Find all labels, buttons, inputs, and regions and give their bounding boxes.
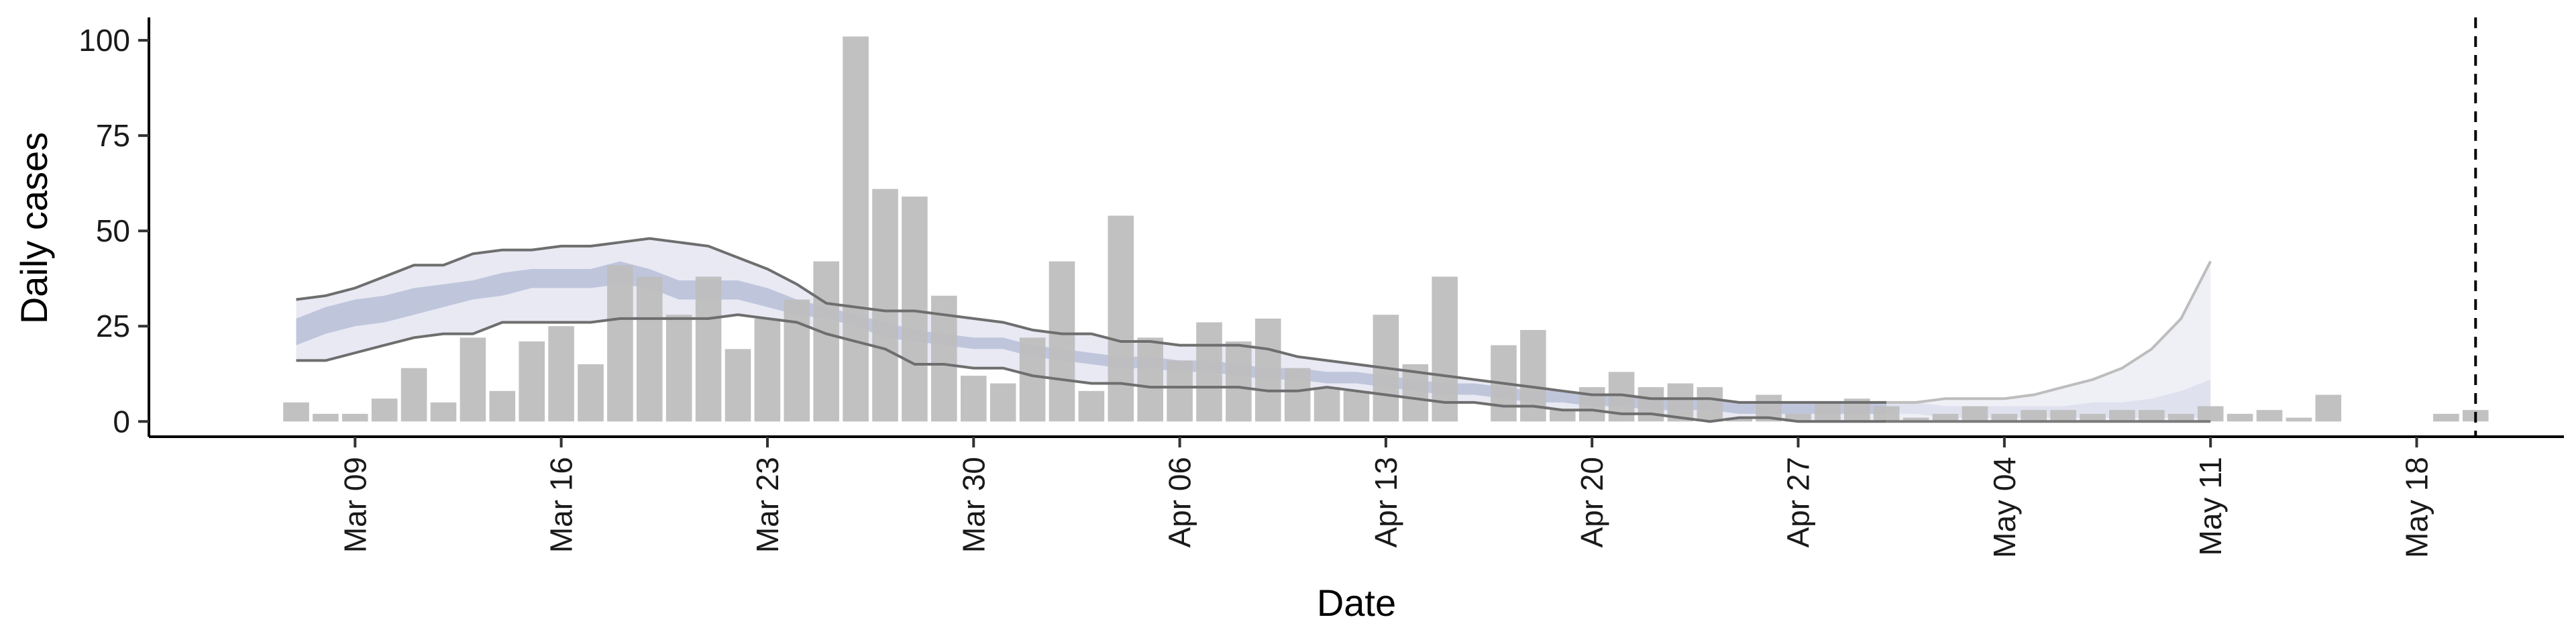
bar — [1108, 215, 1134, 422]
bar — [2109, 410, 2135, 422]
bar — [1962, 406, 1988, 422]
bar — [2256, 410, 2283, 422]
bar — [2197, 406, 2224, 422]
bar — [1873, 406, 1900, 422]
y-tick-label: 75 — [96, 118, 130, 153]
bar — [2168, 413, 2194, 422]
bar — [1432, 276, 1458, 422]
bar — [548, 326, 574, 422]
bar — [1284, 368, 1311, 422]
x-axis-title: Date — [1317, 582, 1396, 624]
bar — [489, 390, 516, 422]
upper-90-forecast-line — [1886, 260, 2212, 404]
bar — [1078, 390, 1105, 422]
bar — [2315, 394, 2342, 422]
bar — [961, 376, 987, 422]
bar — [665, 315, 692, 422]
bar — [1167, 360, 1193, 422]
bar — [1726, 417, 1752, 422]
bar — [1550, 410, 1576, 422]
bar — [1196, 322, 1222, 422]
bar — [1932, 413, 1959, 422]
bar — [2226, 413, 2253, 422]
bar — [430, 402, 457, 422]
bar — [2139, 410, 2165, 422]
bar — [872, 189, 898, 422]
x-tick-label: Mar 23 — [750, 457, 785, 553]
bar — [578, 364, 604, 422]
y-tick-label: 100 — [78, 23, 130, 58]
lower-90-line — [296, 313, 1887, 423]
bar — [1226, 341, 1252, 422]
bar — [607, 265, 633, 422]
bar — [724, 349, 751, 422]
bar — [460, 337, 486, 422]
bar — [400, 368, 427, 422]
bar — [283, 402, 309, 422]
bar — [695, 276, 722, 422]
x-tick-label: Mar 16 — [544, 457, 579, 553]
y-axis-ticks: 0 25 50 75 100 — [78, 23, 149, 439]
bar — [1785, 413, 1811, 422]
bar — [1137, 337, 1163, 422]
band-90-forecast — [1886, 261, 2211, 422]
y-axis-title: Daily cases — [13, 132, 55, 324]
bar — [1667, 383, 1694, 422]
upper-90-line — [296, 237, 1887, 404]
bar — [1902, 417, 1929, 422]
x-tick-label: Mar 30 — [956, 457, 991, 553]
y-tick-label: 50 — [96, 213, 130, 248]
plot-area — [283, 17, 2489, 437]
x-axis-ticks: Mar 09 Mar 16 Mar 23 Mar 30 Apr 06 Apr 13 Apr … — [337, 437, 2434, 558]
bar — [2050, 410, 2076, 422]
bar — [1991, 413, 2018, 422]
bar — [813, 261, 839, 422]
bar — [637, 276, 663, 422]
x-tick-label: May 18 — [2400, 457, 2434, 558]
bar — [1019, 337, 1046, 422]
bar — [342, 413, 368, 422]
y-tick-label: 25 — [96, 309, 130, 343]
bar — [1343, 390, 1370, 422]
bar — [989, 383, 1016, 422]
x-tick-label: Apr 20 — [1574, 457, 1609, 548]
bar — [843, 36, 869, 422]
x-tick-label: May 11 — [2193, 457, 2228, 555]
bar — [1815, 402, 1841, 422]
bar — [371, 398, 398, 422]
x-tick-label: Apr 06 — [1163, 457, 1197, 548]
y-tick-label: 0 — [113, 404, 130, 439]
bar — [1313, 387, 1340, 422]
x-tick-label: Apr 13 — [1368, 457, 1403, 548]
bar — [2433, 413, 2459, 422]
bar — [2286, 417, 2312, 422]
x-tick-label: Apr 27 — [1781, 457, 1816, 548]
x-tick-label: May 04 — [1987, 457, 2022, 558]
bar — [754, 318, 781, 422]
bar — [902, 197, 928, 422]
bar — [1049, 261, 1075, 422]
bar — [313, 413, 339, 422]
bar — [1255, 318, 1281, 422]
bar — [1697, 387, 1723, 422]
bar — [2021, 410, 2047, 422]
band-50-estimate — [296, 261, 1887, 414]
x-tick-label: Mar 09 — [337, 457, 372, 553]
bar — [519, 341, 545, 422]
bar — [2080, 413, 2106, 422]
bar — [784, 299, 810, 422]
